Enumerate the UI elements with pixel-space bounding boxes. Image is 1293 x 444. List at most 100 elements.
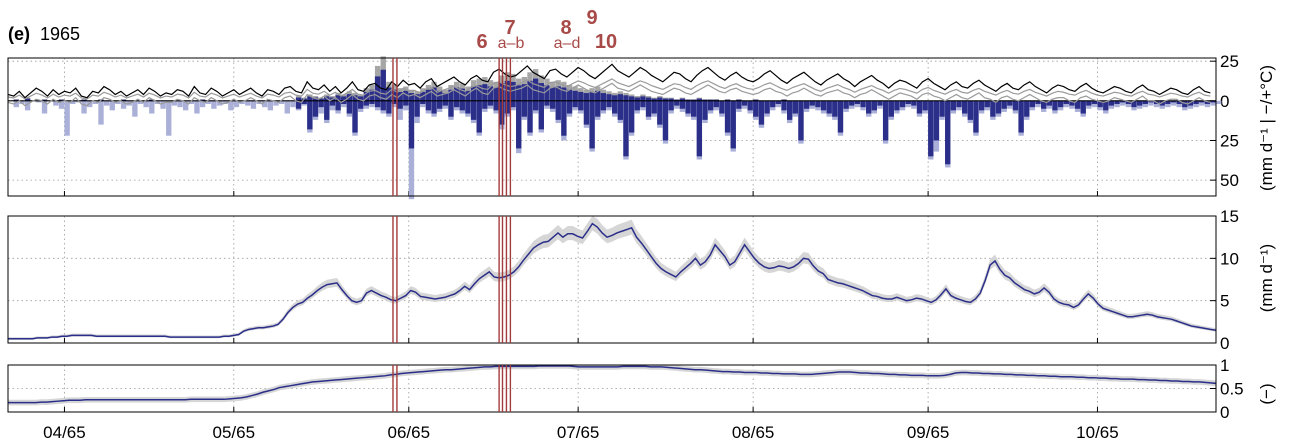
precip-light-bar (1148, 100, 1154, 106)
precip-navy-bar (1210, 100, 1216, 103)
precip-light-bar (1199, 100, 1205, 106)
precip-navy-bar (307, 100, 313, 130)
precip-navy-bar (798, 100, 804, 141)
precip-navy-bar (990, 100, 996, 117)
precip-navy-bar (476, 100, 482, 133)
precip-navy-bar (674, 100, 680, 106)
precip-navy-bar (657, 100, 663, 125)
discharge-band (8, 216, 1216, 340)
precip-navy-bar (312, 100, 319, 117)
melt-navy-bar (453, 87, 460, 101)
melt-navy-bar (414, 94, 420, 101)
precip-light-bar (222, 100, 228, 104)
precip-light-bar (149, 100, 155, 114)
melt-navy-bar (549, 87, 556, 101)
precip-light-bar (64, 100, 70, 136)
precip-navy-bar (973, 100, 979, 133)
event-sub-7: a–b (498, 35, 525, 52)
x-tick-label-1: 05/65 (213, 423, 256, 442)
precip-light-bar (13, 100, 20, 108)
precip-navy-bar (374, 100, 381, 108)
melt-navy-bar (668, 98, 674, 101)
precip-navy-bar (448, 100, 454, 117)
melt-navy-bar (561, 87, 567, 101)
precip-light-bar (273, 100, 279, 106)
melt-navy-bar (397, 91, 403, 101)
precip-light-bar (408, 100, 415, 200)
precip-navy-bar (318, 100, 324, 108)
precip-light-bar (1120, 100, 1126, 106)
melt-navy-bar (612, 95, 618, 101)
melt-navy-bar (583, 93, 590, 101)
precip-navy-bar (437, 100, 443, 109)
precip-navy-bar (1176, 100, 1182, 104)
precip-navy-bar (301, 100, 307, 104)
discharge-line (8, 222, 1217, 340)
precip-navy-bar (1108, 100, 1115, 106)
precip-navy-bar (691, 100, 697, 117)
bot-ylabel: (−) (1257, 383, 1276, 404)
precip-light-bar (98, 100, 104, 125)
melt-navy-bar (391, 89, 398, 101)
panel-label: (e) (8, 24, 30, 44)
precip-light-bar (53, 100, 59, 106)
precip-navy-bar (758, 100, 765, 125)
precip-navy-bar (832, 100, 838, 117)
precip-navy-bar (465, 100, 471, 114)
mid-frame (7, 215, 1217, 344)
precip-navy-bar (1012, 100, 1019, 111)
precip-light-bar (115, 100, 121, 104)
precip-light-bar (262, 100, 268, 108)
precip-navy-bar (640, 100, 646, 108)
precip-navy-bar (888, 100, 894, 117)
precip-navy-bar (380, 100, 386, 111)
precip-navy-bar (1069, 100, 1075, 106)
precip-navy-bar (815, 100, 821, 108)
precip-navy-bar (1165, 100, 1171, 104)
precip-navy-bar (696, 100, 703, 157)
precip-navy-bar (561, 100, 567, 136)
precip-light-bar (233, 100, 240, 108)
melt-navy-bar (442, 93, 449, 101)
precip-navy-bar (916, 100, 923, 114)
precip-navy-bar (837, 100, 844, 133)
precip-light-bar (171, 100, 178, 106)
precip-navy-bar (600, 100, 607, 111)
event-number-10: 10 (595, 31, 617, 53)
precip-navy-bar (911, 100, 917, 106)
precip-navy-bar (414, 100, 420, 117)
melt-navy-bar (465, 90, 471, 101)
top-ytick-label-0: 25 (1220, 52, 1239, 71)
precip-navy-bar (324, 100, 330, 120)
precip-navy-bar (1131, 100, 1137, 108)
melt-navy-bar (628, 96, 635, 101)
precip-navy-bar (933, 100, 940, 141)
top-ylabel: (mm d⁻¹ | −/+°C) (1257, 65, 1276, 191)
melt-navy-bar (589, 91, 595, 101)
precip-navy-bar (770, 100, 776, 108)
precip-light-bar (160, 100, 166, 109)
precip-navy-bar (1074, 100, 1081, 109)
precip-navy-bar (978, 100, 985, 111)
bot-ytick-label-0: 1 (1220, 356, 1229, 375)
precip-navy-bar (499, 100, 505, 125)
melt-navy-bar (510, 81, 516, 101)
panel-bottom: 10.50 (7, 356, 1244, 422)
melt-navy-bar (295, 97, 302, 101)
melt-navy-bar (696, 98, 703, 101)
top-ytick-label-3: 50 (1220, 171, 1239, 190)
precip-navy-bar (928, 100, 934, 157)
melt-navy-bar (301, 98, 307, 101)
melt-navy-bar (335, 95, 341, 101)
precip-navy-bar (645, 100, 652, 117)
precip-navy-bar (995, 100, 1002, 114)
precip-navy-bar (628, 100, 635, 133)
precip-navy-bar (707, 100, 714, 111)
precip-light-bar (109, 100, 115, 111)
precip-light-bar (132, 100, 138, 117)
precip-navy-bar (1182, 100, 1188, 108)
melt-navy-bar (645, 97, 652, 101)
precip-navy-bar (397, 100, 403, 109)
x-axis-labels: 04/65 05/65 06/65 07/65 08/65 09/65 10/65 (43, 423, 1119, 442)
precip-navy-bar (572, 100, 578, 108)
